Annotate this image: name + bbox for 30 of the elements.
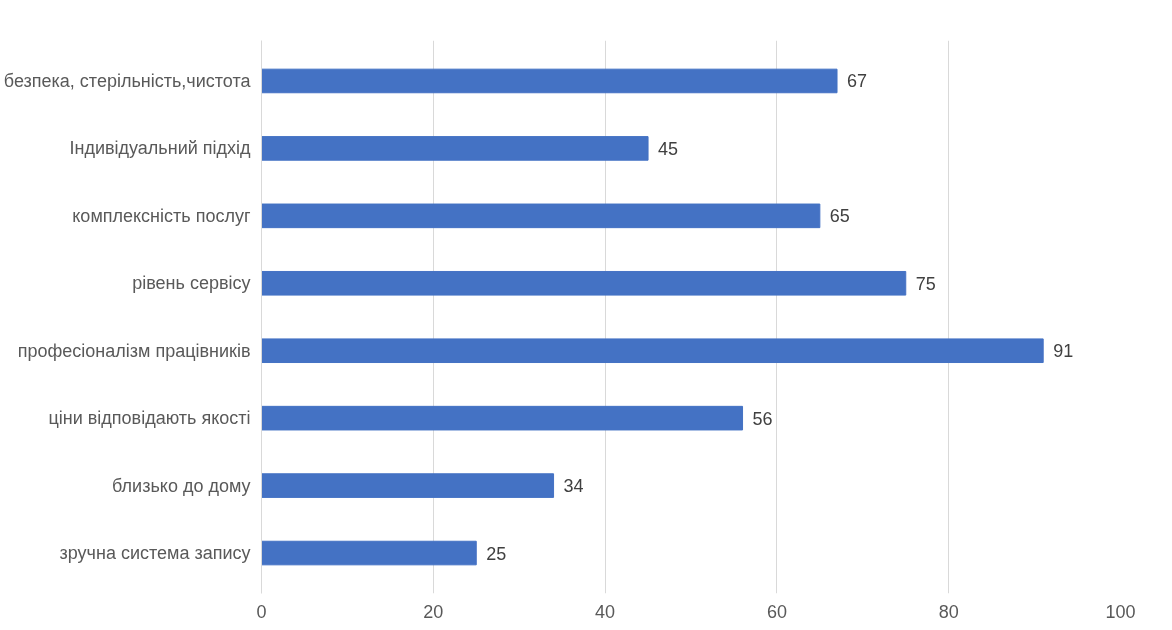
y-tick-label: професіоналізм працівників (17, 340, 251, 361)
bar (261, 405, 744, 431)
y-tick-label: зручна система запису (59, 543, 251, 564)
bar (261, 338, 1044, 364)
data-label: 91 (1053, 341, 1074, 362)
data-label: 56 (752, 408, 773, 429)
data-label: 67 (847, 71, 868, 92)
y-tick-label: безпека, стерільність,чистота (3, 70, 252, 91)
data-label: 34 (563, 476, 584, 497)
y-tick-label: близько до дому (112, 475, 251, 496)
x-tick-label: 100 (1105, 601, 1136, 622)
data-label: 25 (486, 543, 507, 564)
data-label: 45 (658, 138, 679, 159)
bar (261, 473, 555, 498)
x-tick-label: 60 (766, 601, 787, 622)
bar (261, 540, 477, 566)
bar (261, 136, 649, 161)
x-tick-label: 20 (423, 601, 444, 622)
y-tick-label: комплексність послуг (72, 205, 251, 226)
y-tick-label: рівень сервісу (132, 273, 251, 294)
x-tick-label: 0 (256, 601, 267, 622)
y-tick-label: ціни відповідають якості (48, 408, 251, 429)
y-tick-label: Індивідуальний підхід (69, 138, 251, 159)
data-label: 75 (915, 273, 936, 294)
bar (261, 203, 821, 229)
x-tick-label: 40 (595, 601, 616, 622)
bar (261, 270, 907, 296)
bar (261, 68, 838, 94)
x-tick-label: 80 (938, 601, 959, 622)
data-label: 65 (829, 206, 850, 227)
